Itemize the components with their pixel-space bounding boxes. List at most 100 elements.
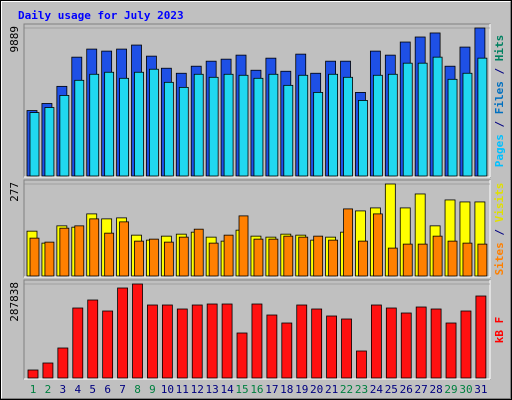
legend-entry: /	[493, 114, 506, 134]
x-tick-label: 6	[104, 383, 111, 396]
bar	[134, 71, 144, 177]
legend: Sites / Visits	[493, 183, 506, 276]
bar	[432, 56, 443, 177]
bar	[296, 304, 308, 379]
bar	[460, 310, 472, 379]
bar	[477, 57, 488, 177]
bar	[223, 234, 234, 277]
x-tick-label: 2	[45, 383, 52, 396]
bar	[119, 221, 129, 277]
bar	[387, 247, 398, 277]
bar	[402, 243, 413, 277]
bar	[462, 242, 473, 277]
bar	[57, 347, 69, 379]
bar	[358, 100, 368, 177]
bar	[477, 243, 488, 277]
legend-entry: /	[493, 222, 506, 242]
x-tick-label: 4	[74, 383, 81, 396]
x-tick-label: 13	[206, 383, 219, 396]
bar	[236, 332, 248, 379]
legend: kB F	[493, 317, 506, 344]
bar	[356, 350, 367, 379]
bar	[193, 228, 204, 277]
bar	[298, 236, 309, 277]
bar	[313, 235, 324, 277]
bar	[191, 304, 203, 379]
bar	[44, 107, 55, 177]
bar	[372, 74, 383, 177]
bar	[432, 235, 443, 277]
bar	[313, 91, 324, 177]
bar	[89, 73, 100, 177]
bar	[298, 74, 309, 177]
legend-entry: Visits	[493, 183, 506, 223]
bar	[134, 240, 144, 277]
bar	[223, 73, 234, 177]
bar	[163, 241, 174, 277]
bar	[281, 322, 293, 379]
x-tick-label: 15	[235, 383, 248, 396]
bar	[283, 235, 294, 277]
bar	[87, 299, 99, 379]
y-tick-label: 287838	[8, 282, 21, 322]
bar	[311, 308, 323, 379]
bar	[206, 303, 218, 379]
x-tick-label: 31	[474, 383, 487, 396]
x-tick-label: 27	[415, 383, 428, 396]
bar	[44, 241, 55, 277]
bar	[283, 84, 294, 177]
x-tick-label: 24	[370, 383, 384, 396]
bar	[417, 243, 428, 277]
x-tick-label: 26	[400, 383, 413, 396]
x-tick-label: 14	[220, 383, 234, 396]
bar	[268, 73, 279, 177]
bar	[27, 369, 39, 379]
bar	[372, 213, 383, 277]
bar	[102, 310, 114, 379]
bar	[176, 308, 188, 379]
x-tick-label: 18	[280, 383, 293, 396]
bar	[387, 73, 398, 177]
bar	[326, 315, 338, 379]
legend-entry: Files	[493, 81, 506, 114]
x-tick-label: 8	[134, 383, 141, 396]
bar	[328, 73, 339, 177]
bar	[253, 238, 264, 277]
bar	[343, 76, 353, 177]
bar	[447, 78, 458, 177]
bar	[178, 236, 189, 277]
bar	[59, 95, 70, 177]
x-tick-label: 10	[161, 383, 174, 396]
x-tick-label: 20	[310, 383, 323, 396]
bar	[343, 208, 353, 277]
bar	[400, 312, 412, 379]
y-tick-label: 277	[8, 182, 21, 202]
bar	[341, 318, 352, 379]
bar	[253, 77, 264, 177]
x-tick-label: 28	[429, 383, 442, 396]
x-tick-label: 30	[459, 383, 472, 396]
bar	[59, 227, 70, 277]
bar	[385, 307, 397, 379]
bar	[417, 62, 428, 177]
bar	[89, 218, 100, 277]
bar	[149, 238, 159, 277]
x-tick-label: 3	[60, 383, 67, 396]
bar	[104, 232, 115, 277]
x-tick-label: 9	[149, 383, 156, 396]
x-tick-label: 21	[325, 383, 338, 396]
bar	[74, 225, 85, 277]
bar	[221, 303, 233, 379]
bar	[475, 295, 487, 379]
x-tick-label: 29	[444, 383, 457, 396]
bar	[161, 304, 173, 379]
x-tick-label: 11	[176, 383, 189, 396]
x-tick-label: 17	[265, 383, 278, 396]
bar	[415, 306, 427, 379]
bar	[149, 68, 159, 177]
bar	[163, 81, 174, 177]
bar	[72, 307, 84, 379]
